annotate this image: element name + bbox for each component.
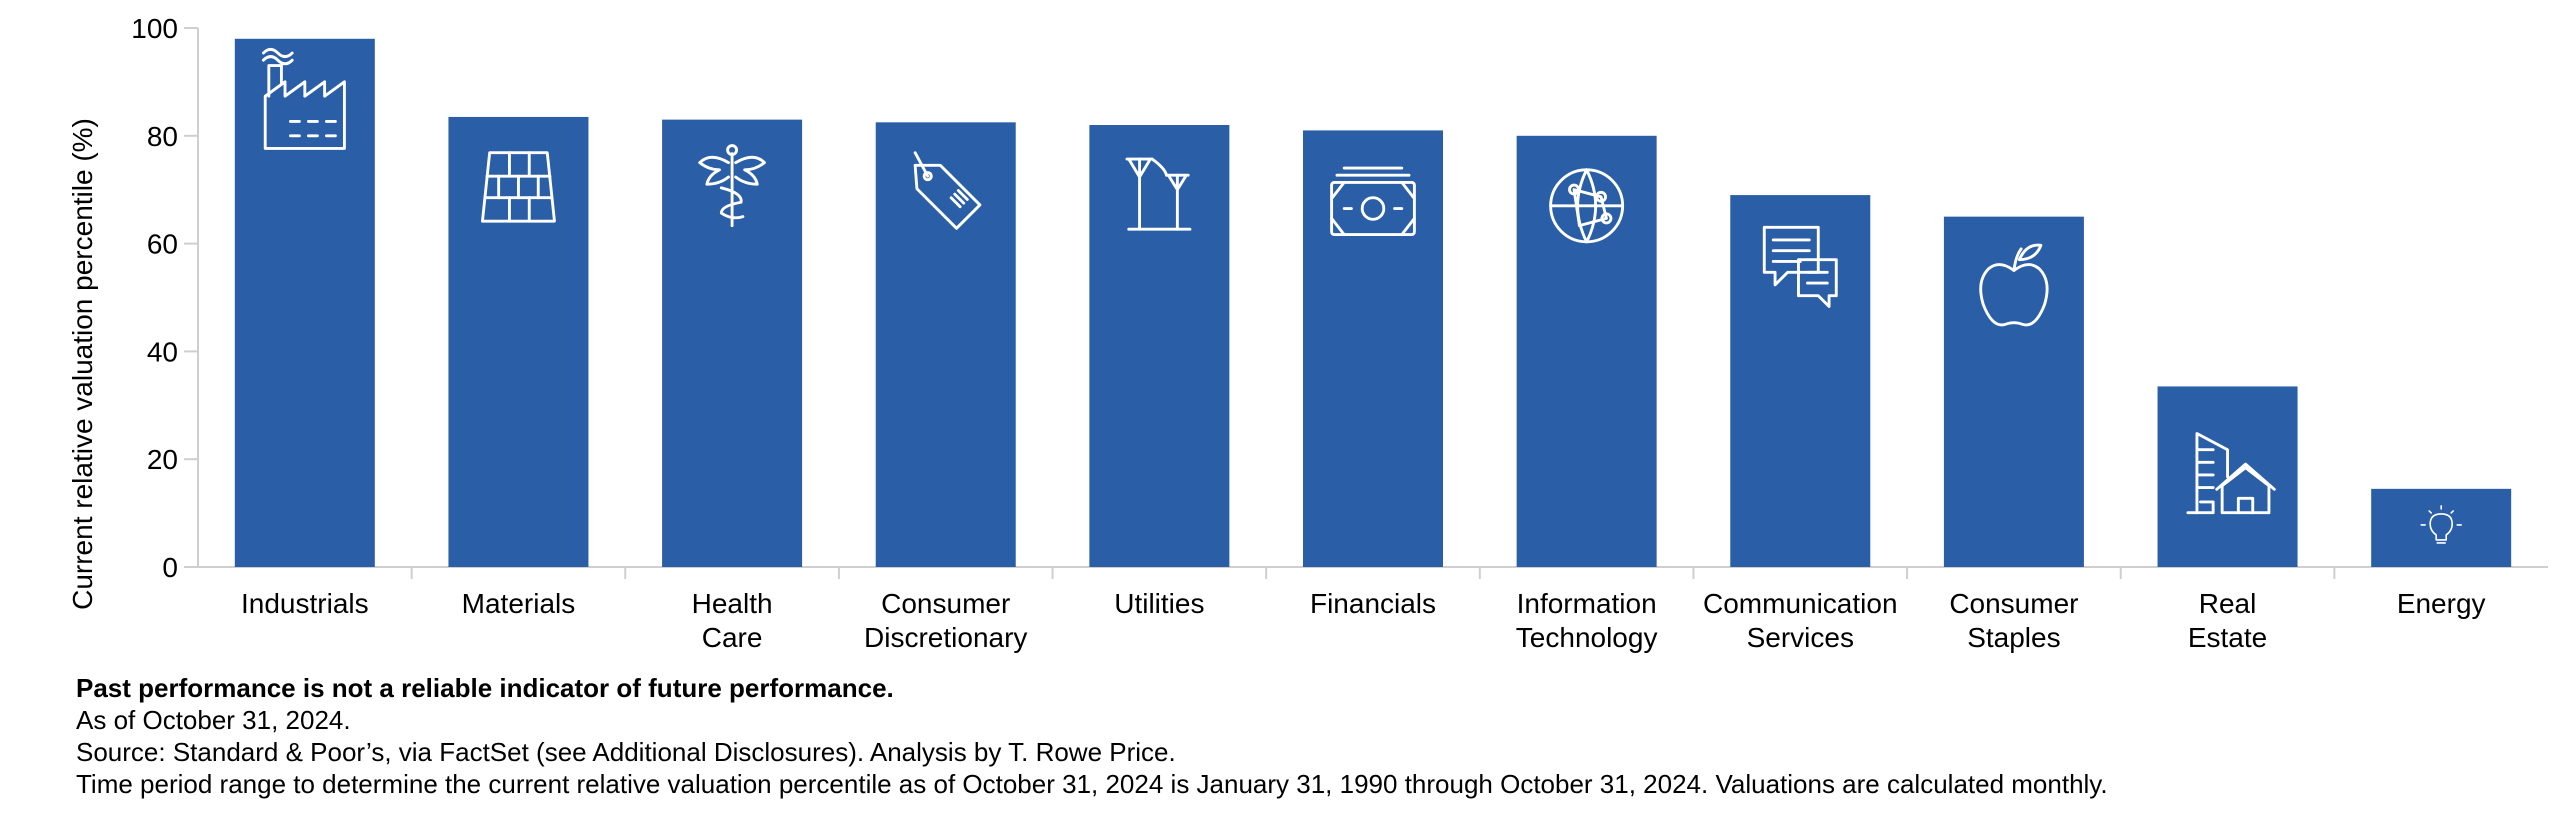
category-label: Consumer bbox=[1949, 588, 2078, 619]
category-label: Technology bbox=[1516, 622, 1658, 653]
source-note: Source: Standard & Poor’s, via FactSet (… bbox=[76, 737, 1176, 767]
bar-energy bbox=[2371, 488, 2512, 567]
y-tick-label: 80 bbox=[147, 121, 178, 152]
bar-icons bbox=[261, 47, 2462, 544]
buildings-icon bbox=[2186, 432, 2276, 515]
bar-consumer-discretionary bbox=[875, 122, 1016, 567]
category-label: Communication bbox=[1703, 588, 1898, 619]
category-label: Staples bbox=[1967, 622, 2060, 653]
y-tick-label: 0 bbox=[162, 552, 178, 583]
apple-icon bbox=[1979, 243, 2049, 327]
category-label: Energy bbox=[2397, 588, 2486, 619]
bars bbox=[234, 38, 2512, 568]
y-tick-label: 100 bbox=[131, 13, 178, 44]
performance-disclaimer: Past performance is not a reliable indic… bbox=[76, 673, 894, 703]
category-label: Estate bbox=[2188, 622, 2267, 653]
caduceus-icon bbox=[698, 144, 766, 228]
category-label: Industrials bbox=[241, 588, 369, 619]
money-stack-icon bbox=[1330, 166, 1416, 237]
bar-information-technology bbox=[1516, 135, 1657, 568]
category-label: Real bbox=[2199, 588, 2257, 619]
category-label: Information bbox=[1517, 588, 1657, 619]
category-label: Financials bbox=[1310, 588, 1436, 619]
category-label: Health bbox=[692, 588, 773, 619]
bar-consumer-staples bbox=[1943, 216, 2084, 567]
y-axis-title: Current relative valuation percentile (%… bbox=[67, 118, 98, 610]
light-bulb-icon bbox=[2420, 505, 2462, 544]
chart-notes: Past performance is not a reliable indic… bbox=[76, 672, 2516, 800]
bar-financials bbox=[1303, 130, 1443, 567]
category-label: Materials bbox=[462, 588, 576, 619]
category-labels: Industrials Materials HealthCareConsumerDi… bbox=[241, 588, 2486, 653]
bar-industrials bbox=[234, 38, 375, 567]
brick-wall-icon bbox=[481, 151, 556, 223]
category-label: Consumer bbox=[881, 588, 1010, 619]
category-label: Services bbox=[1747, 622, 1854, 653]
chat-bubbles-icon bbox=[1762, 225, 1838, 308]
price-tag-icon bbox=[913, 151, 982, 230]
bar-communication-services bbox=[1730, 195, 1871, 567]
as-of-date: As of October 31, 2024. bbox=[76, 705, 351, 735]
y-tick-label: 60 bbox=[147, 229, 178, 260]
y-tick-label: 40 bbox=[147, 336, 178, 367]
power-line-icon bbox=[1125, 157, 1192, 231]
time-period-note: Time period range to determine the curre… bbox=[76, 769, 2108, 799]
axes: 0 20 40 60 80 100 bbox=[131, 13, 2548, 583]
category-label: Discretionary bbox=[864, 622, 1027, 653]
category-label: Utilities bbox=[1114, 588, 1204, 619]
network-globe-icon bbox=[1549, 168, 1625, 244]
category-label: Care bbox=[702, 622, 763, 653]
y-tick-label: 20 bbox=[147, 444, 178, 475]
bar-utilities bbox=[1089, 125, 1230, 568]
factory-icon bbox=[261, 47, 346, 150]
